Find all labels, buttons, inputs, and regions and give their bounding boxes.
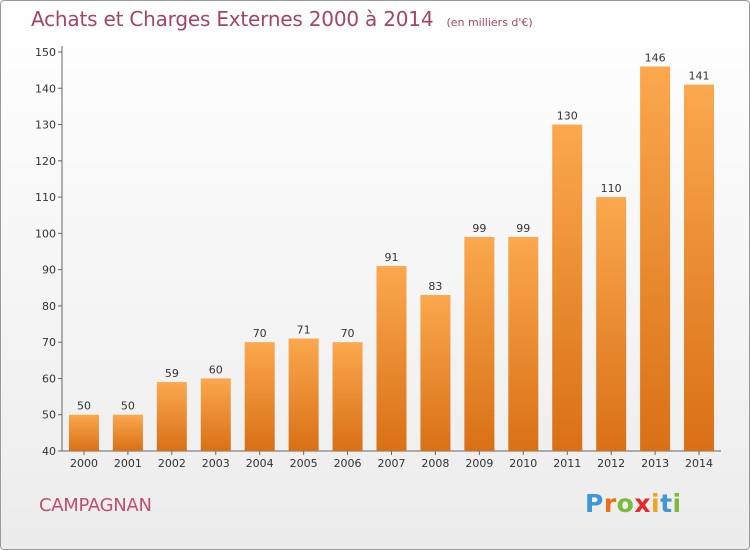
y-tick-label: 60 — [42, 372, 56, 385]
logo-letter: r — [603, 489, 617, 518]
y-tick-label: 50 — [42, 409, 56, 422]
x-tick-label: 2007 — [378, 457, 406, 470]
data-label: 99 — [472, 222, 486, 235]
x-tick-label: 2000 — [70, 457, 98, 470]
y-tick-label: 140 — [35, 82, 56, 95]
x-tick-label: 2012 — [597, 457, 625, 470]
bar — [552, 124, 583, 451]
data-label: 50 — [121, 400, 135, 413]
bar — [68, 414, 99, 451]
y-tick-label: 70 — [42, 336, 56, 349]
chart-subtitle: (en milliers d'€) — [446, 16, 533, 29]
x-tick-label: 2014 — [685, 457, 713, 470]
logo-letter: P — [585, 489, 604, 518]
x-tick-label: 2013 — [641, 457, 669, 470]
y-tick-label: 130 — [35, 119, 56, 132]
x-tick-label: 2002 — [158, 457, 186, 470]
logo-letter: i — [672, 489, 682, 518]
data-label: 146 — [645, 52, 666, 65]
bar — [244, 342, 275, 451]
logo-letter: t — [660, 489, 673, 518]
axes: 40 50 60 70 80 90 100 110 120 130 140 150 2000 2001 20… — [35, 46, 721, 470]
data-label: 59 — [165, 367, 179, 380]
y-tick-label: 120 — [35, 155, 56, 168]
logo-letter: o — [616, 489, 635, 518]
x-tick-label: 2006 — [334, 457, 362, 470]
bar — [420, 295, 451, 451]
bar — [508, 236, 539, 451]
data-label: 91 — [385, 251, 399, 264]
bar — [112, 414, 143, 451]
bar — [376, 266, 407, 451]
logo-letter: x — [634, 489, 651, 518]
x-tick-label: 2003 — [202, 457, 230, 470]
x-tick-label: 2005 — [290, 457, 318, 470]
y-tick-label: 110 — [35, 191, 56, 204]
y-tick-label: 100 — [35, 227, 56, 240]
bar — [596, 197, 627, 451]
x-tick-label: 2001 — [114, 457, 142, 470]
data-label: 110 — [601, 182, 622, 195]
data-label: 83 — [428, 280, 442, 293]
data-label: 60 — [209, 363, 223, 376]
bars — [68, 66, 715, 452]
data-label: 50 — [77, 400, 91, 413]
data-label: 70 — [253, 327, 267, 340]
bar — [332, 342, 363, 451]
bar — [156, 382, 187, 451]
data-label: 141 — [689, 70, 710, 83]
x-tick-label: 2011 — [553, 457, 581, 470]
bar — [640, 66, 671, 451]
bar — [684, 84, 715, 452]
bar — [200, 378, 231, 451]
chart-title: Achats et Charges Externes 2000 à 2014 — [31, 7, 434, 31]
y-tick-label: 40 — [42, 445, 56, 458]
data-labels: 50 50 59 60 70 71 70 91 83 99 99 130 110 146 141 — [77, 52, 710, 413]
y-tick-label: 150 — [35, 46, 56, 59]
data-label: 70 — [341, 327, 355, 340]
logo-letter: i — [651, 489, 661, 518]
data-label: 71 — [297, 324, 311, 337]
bar — [464, 236, 495, 451]
data-label: 130 — [557, 110, 578, 123]
x-tick-label: 2009 — [465, 457, 493, 470]
y-tick-label: 90 — [42, 264, 56, 277]
y-tick-label: 80 — [42, 300, 56, 313]
x-tick-label: 2004 — [246, 457, 274, 470]
x-tick-label: 2010 — [509, 457, 537, 470]
data-label: 99 — [516, 222, 530, 235]
title-row: Achats et Charges Externes 2000 à 2014 (… — [31, 7, 533, 31]
bar — [288, 338, 319, 451]
x-tick-label: 2008 — [421, 457, 449, 470]
commune-name: CAMPAGNAN — [39, 495, 152, 516]
proxiti-logo: Proxiti — [585, 489, 682, 518]
